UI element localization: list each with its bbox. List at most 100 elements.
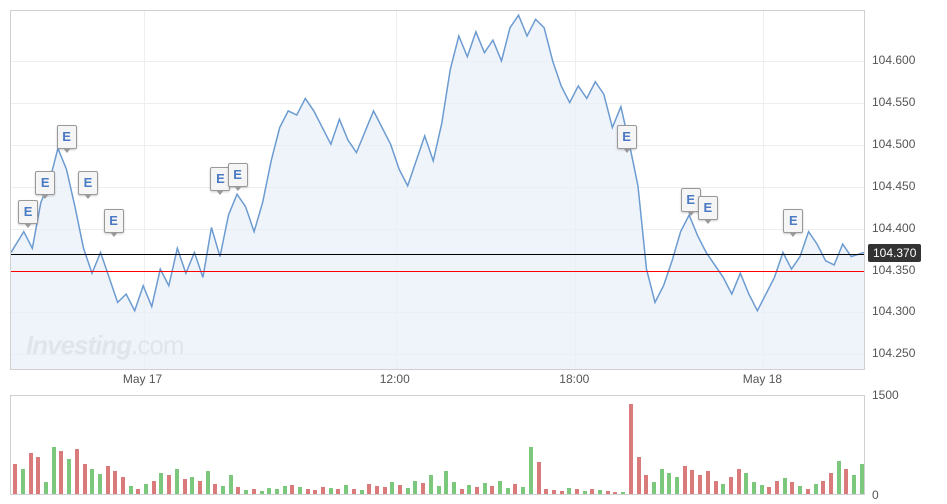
volume-bar: [552, 490, 556, 494]
volume-bar: [283, 486, 287, 494]
volume-bar: [113, 471, 117, 494]
volume-bar: [144, 484, 148, 494]
event-marker[interactable]: E: [104, 209, 124, 233]
y-axis-volume: 01500: [870, 395, 940, 495]
volume-bar: [198, 481, 202, 494]
y-tick-label: 104.600: [872, 53, 915, 67]
volume-chart[interactable]: [10, 395, 865, 495]
volume-y-tick-label: 1500: [872, 388, 899, 402]
volume-bar: [152, 481, 156, 494]
volume-bar: [437, 486, 441, 494]
volume-bar: [183, 479, 187, 494]
volume-bar: [529, 447, 533, 494]
event-marker[interactable]: E: [57, 125, 77, 149]
event-marker[interactable]: E: [617, 125, 637, 149]
y-tick-label: 104.350: [872, 263, 915, 277]
volume-bar: [537, 462, 541, 494]
volume-bar: [444, 471, 448, 494]
volume-bar: [683, 466, 687, 494]
volume-bar: [98, 474, 102, 494]
volume-bar: [737, 469, 741, 494]
volume-bar: [637, 457, 641, 494]
volume-bar: [136, 489, 140, 494]
volume-bar: [413, 481, 417, 494]
volume-bar: [190, 477, 194, 494]
volume-bar: [467, 485, 471, 494]
volume-bar: [583, 491, 587, 494]
y-tick-label: 104.400: [872, 221, 915, 235]
volume-bar: [483, 483, 487, 494]
volume-bar: [383, 487, 387, 494]
x-axis-time: May 1712:0018:00May 18: [10, 372, 865, 392]
volume-bar: [567, 488, 571, 494]
volume-bar: [121, 477, 125, 494]
volume-bar: [106, 466, 110, 494]
volume-bar: [490, 486, 494, 494]
volume-bar: [252, 489, 256, 494]
volume-bar: [660, 469, 664, 494]
volume-bar: [814, 484, 818, 494]
current-price-value: 104.370: [873, 246, 916, 260]
y-tick-label: 104.500: [872, 137, 915, 151]
volume-bar: [506, 488, 510, 494]
x-tick-label: May 18: [743, 372, 782, 386]
volume-bar: [67, 459, 71, 494]
volume-bar: [129, 486, 133, 494]
volume-bar: [652, 482, 656, 494]
event-marker[interactable]: E: [698, 196, 718, 220]
volume-bar: [698, 475, 702, 494]
volume-bar: [275, 489, 279, 494]
volume-bar: [329, 488, 333, 494]
x-tick-label: 12:00: [380, 372, 410, 386]
x-tick-label: 18:00: [559, 372, 589, 386]
volume-bar: [221, 486, 225, 494]
volume-bar: [729, 477, 733, 494]
event-marker[interactable]: E: [18, 200, 38, 224]
event-marker[interactable]: E: [783, 209, 803, 233]
volume-bar: [667, 473, 671, 494]
volume-bar: [852, 475, 856, 494]
volume-bar: [714, 481, 718, 494]
volume-bar: [429, 475, 433, 494]
current-price-badge: 104.370: [868, 244, 921, 262]
volume-bar: [752, 482, 756, 494]
volume-bar: [598, 490, 602, 494]
volume-bar: [213, 484, 217, 494]
event-marker[interactable]: E: [228, 163, 248, 187]
volume-bar: [390, 482, 394, 494]
volume-bar: [798, 486, 802, 494]
volume-bar: [513, 484, 517, 494]
volume-bar: [229, 475, 233, 494]
volume-bar: [21, 469, 25, 494]
current-price-line: [11, 254, 864, 255]
volume-bar: [590, 489, 594, 494]
chart-container: EEEEEEEEEEE Investing.com 104.370 104.25…: [0, 0, 947, 504]
volume-bar: [783, 478, 787, 494]
volume-bar: [475, 487, 479, 494]
volume-bar: [36, 457, 40, 494]
volume-bar: [790, 482, 794, 494]
y-tick-label: 104.250: [872, 346, 915, 360]
volume-bar: [829, 473, 833, 494]
volume-bar: [498, 481, 502, 494]
volume-bar: [398, 485, 402, 494]
volume-bar: [90, 469, 94, 494]
event-marker[interactable]: E: [78, 171, 98, 195]
event-marker[interactable]: E: [35, 171, 55, 195]
volume-bar: [629, 404, 633, 494]
volume-bar: [767, 487, 771, 494]
price-chart[interactable]: EEEEEEEEEEE Investing.com: [10, 10, 865, 370]
volume-bar: [83, 464, 87, 494]
volume-y-tick-label: 0: [872, 488, 879, 502]
volume-bar: [167, 475, 171, 494]
volume-bar: [844, 469, 848, 494]
volume-bar: [59, 451, 63, 494]
volume-bar: [352, 489, 356, 494]
y-tick-label: 104.300: [872, 304, 915, 318]
volume-bar: [775, 481, 779, 494]
volume-bar: [260, 491, 264, 494]
volume-bar: [13, 464, 17, 494]
volume-bar: [837, 461, 841, 494]
volume-bar: [29, 453, 33, 494]
volume-bar: [367, 484, 371, 494]
